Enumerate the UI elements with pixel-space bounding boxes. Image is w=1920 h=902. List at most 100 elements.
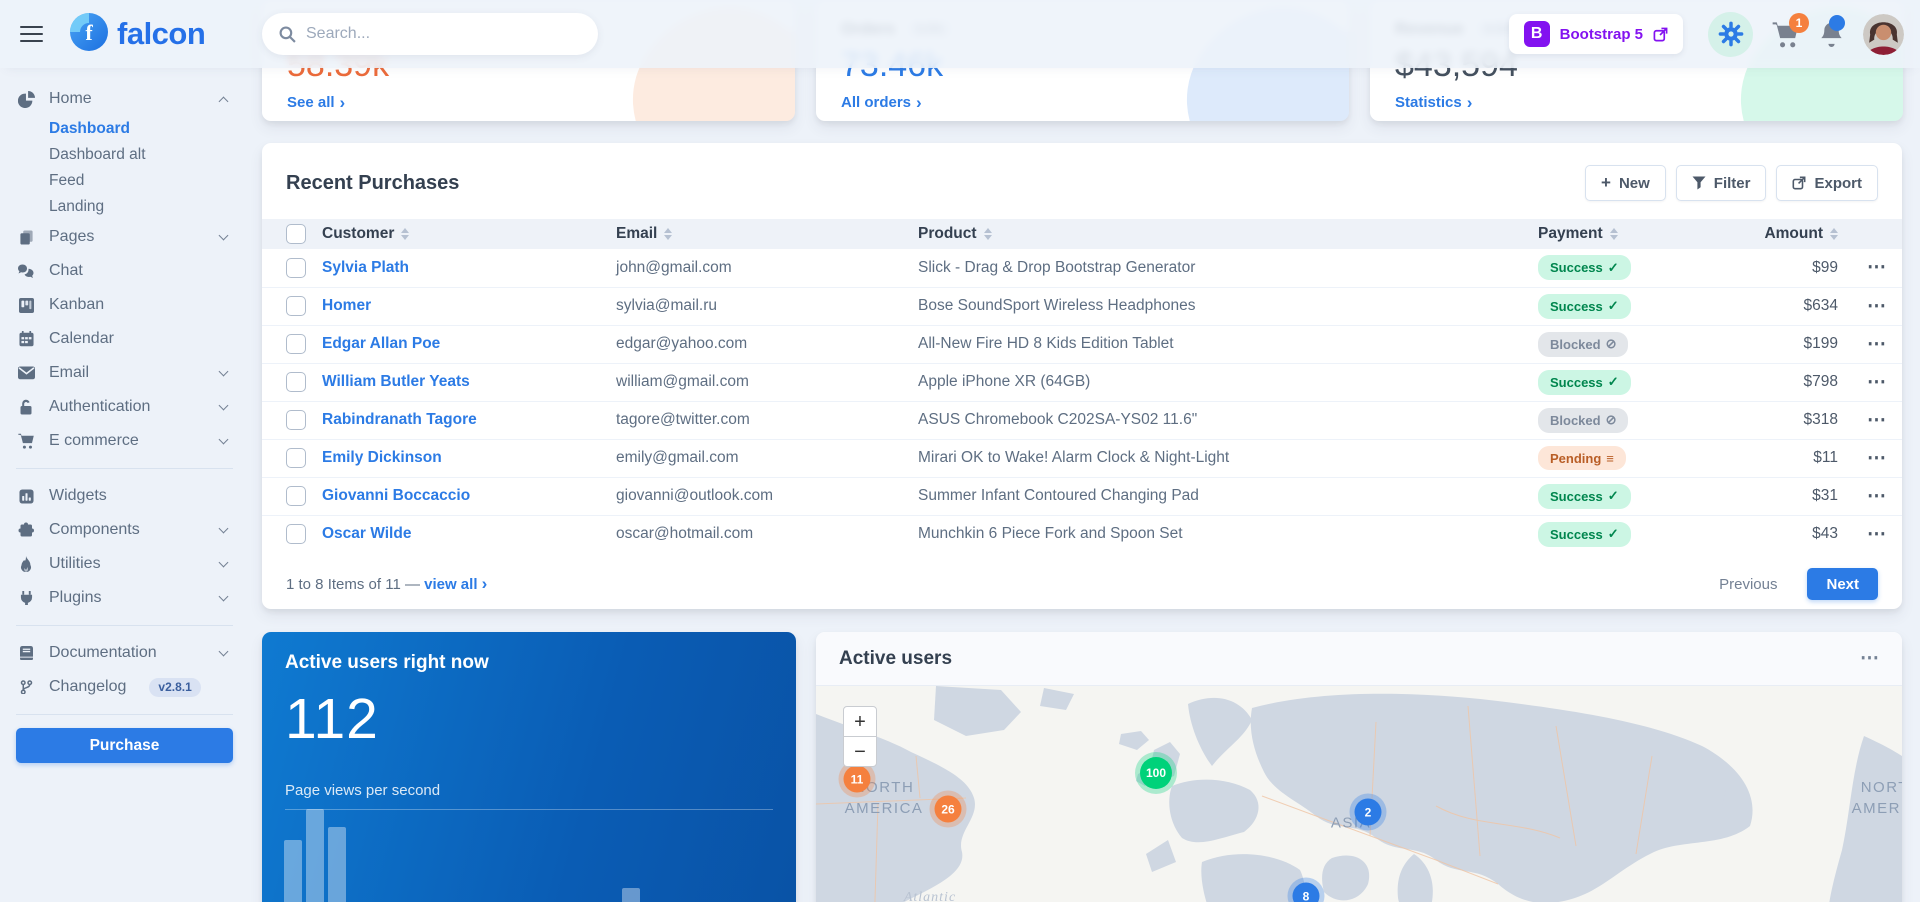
sidebar-subitem-feed[interactable]: Feed [49,172,85,189]
branch-icon [16,679,36,695]
sort-icon[interactable] [983,227,992,240]
user-avatar[interactable] [1863,13,1904,55]
sort-icon[interactable] [1609,227,1618,240]
bootstrap-version-link[interactable]: B Bootstrap 5 [1508,14,1683,54]
map-marker[interactable]: 2 [1354,798,1382,826]
search-box[interactable] [262,13,598,55]
payment-status-badge: Success ✓ [1538,255,1631,281]
row-menu-button[interactable]: ⋯ [1867,447,1887,469]
map-marker[interactable]: 8 [1292,882,1320,902]
amount-cell: $798 [1752,362,1852,401]
sidebar-item-pages[interactable]: Pages [16,220,233,254]
statistics-link[interactable]: Statistics › [1395,93,1473,112]
row-checkbox[interactable] [286,486,306,506]
all-orders-link[interactable]: All orders › [841,93,922,112]
row-menu-button[interactable]: ⋯ [1867,371,1887,393]
sidebar-item-label: E commerce [49,432,139,449]
customer-link[interactable]: Homer [322,297,372,314]
next-button[interactable]: Next [1807,568,1878,600]
settings-button[interactable] [1708,11,1753,57]
row-checkbox[interactable] [286,334,306,354]
sidebar-subitem-dashboard-alt[interactable]: Dashboard alt [49,146,146,163]
navbar-right-cluster: B Bootstrap 5 1 [1508,11,1904,57]
sort-icon[interactable] [1830,227,1838,240]
map-marker[interactable]: 26 [934,795,962,823]
row-menu-button[interactable]: ⋯ [1867,295,1887,317]
cart-button[interactable]: 1 [1772,12,1809,48]
menu-toggle-icon[interactable] [20,21,44,47]
world-map-graphic [816,686,1902,902]
card-title: Active users right now [285,652,489,673]
sidebar-item-widgets[interactable]: Widgets [16,479,233,513]
row-checkbox[interactable] [286,372,306,392]
product-cell: Slick - Drag & Drop Bootstrap Generator [918,258,1196,276]
row-checkbox[interactable] [286,524,306,545]
customer-link[interactable]: Edgar Allan Poe [322,335,441,352]
previous-button[interactable]: Previous [1701,569,1795,600]
customer-link[interactable]: Giovanni Boccaccio [322,487,471,504]
row-checkbox[interactable] [286,296,306,316]
page-views-bar [328,827,346,902]
secondary-status-icon: ⊘ [1605,412,1617,427]
sidebar-item-email[interactable]: Email [16,356,233,390]
sidebar-item-label: Documentation [49,644,157,661]
view-all-link[interactable]: view all › [424,574,488,593]
card-title: Recent Purchases [286,171,460,194]
customer-link[interactable]: Emily Dickinson [322,449,442,466]
export-button[interactable]: Export [1776,165,1878,201]
row-checkbox[interactable] [286,257,306,278]
version-badge: v2.8.1 [149,677,201,697]
sidebar-item-calendar[interactable]: Calendar [16,322,233,356]
external-link-icon [1653,27,1668,42]
row-menu-button[interactable]: ⋯ [1867,257,1887,279]
sort-icon[interactable] [401,227,410,240]
column-header-payment[interactable]: Payment [1538,219,1752,249]
column-header-amount[interactable]: Amount [1752,219,1852,249]
world-map[interactable]: + − NORTH AMERICAASIANORTH AMERICAAtlant… [816,686,1902,902]
customer-link[interactable]: Sylvia Plath [322,258,410,276]
sidebar-item-changelog[interactable]: Changelog v2.8.1 [16,670,233,704]
envelope-icon [16,366,36,380]
column-header-customer[interactable]: Customer [322,219,616,249]
column-header-email[interactable]: Email [616,219,918,249]
sidebar-item-documentation[interactable]: Documentation [16,636,233,670]
customer-link[interactable]: William Butler Yeats [322,373,470,390]
map-marker[interactable]: 11 [843,765,871,793]
column-header-product[interactable]: Product [918,219,1538,249]
select-all-checkbox[interactable] [286,224,306,244]
row-menu-button[interactable]: ⋯ [1867,485,1887,507]
sidebar-item-authentication[interactable]: Authentication [16,390,233,424]
sort-icon[interactable] [664,227,673,240]
avatar-image [1863,13,1904,55]
purchase-button[interactable]: Purchase [16,728,233,763]
customer-link[interactable]: Rabindranath Tagore [322,411,477,428]
filter-button[interactable]: Filter [1675,165,1767,201]
sidebar-subitem-landing[interactable]: Landing [49,198,105,215]
row-checkbox[interactable] [286,410,306,430]
zoom-in-button[interactable]: + [843,706,877,737]
row-menu-button[interactable]: ⋯ [1867,333,1887,355]
falcon-logo[interactable]: f falcon [70,12,206,56]
search-input[interactable] [306,25,581,43]
row-menu-button[interactable]: ⋯ [1867,409,1887,431]
comments-icon [16,263,36,279]
new-button[interactable]: + New [1585,165,1666,201]
customer-link[interactable]: Oscar Wilde [322,525,412,543]
card-menu-button[interactable]: ⋯ [1860,648,1879,669]
payment-status-badge: Success ✓ [1538,521,1631,547]
sidebar-item-home[interactable]: Home [16,82,233,116]
sidebar-item-e-commerce[interactable]: E commerce [16,424,233,458]
row-checkbox[interactable] [286,448,306,468]
sidebar-item-utilities[interactable]: Utilities [16,547,233,581]
map-marker[interactable]: 100 [1140,757,1172,789]
zoom-out-button[interactable]: − [843,736,877,767]
sidebar-item-chat[interactable]: Chat [16,254,233,288]
sidebar-item-plugins[interactable]: Plugins [16,581,233,615]
sidebar-item-kanban[interactable]: Kanban [16,288,233,322]
sidebar-item-components[interactable]: Components [16,513,233,547]
sidebar-subitem-dashboard[interactable]: Dashboard [49,120,130,137]
see-all-link[interactable]: See all › [287,93,346,112]
row-menu-button[interactable]: ⋯ [1867,523,1887,545]
book-icon [16,645,36,661]
notifications-button[interactable] [1819,15,1845,47]
